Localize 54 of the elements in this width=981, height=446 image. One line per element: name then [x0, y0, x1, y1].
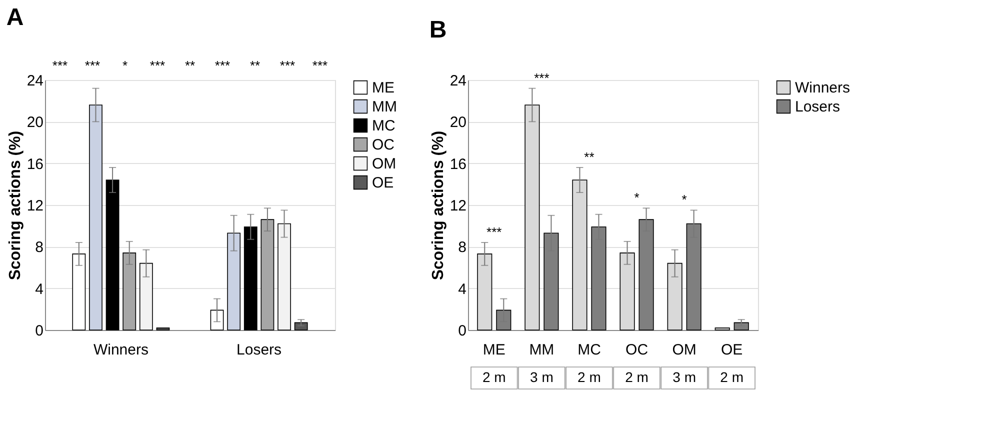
x-tick-label: Winners — [93, 342, 148, 358]
legend-label: MM — [372, 98, 397, 116]
y-tick-label: 12 — [450, 198, 466, 214]
y-axis-title: Scoring actions (%) — [6, 130, 24, 280]
y-tick-label: 24 — [26, 72, 44, 90]
y-tick-label: 24 — [450, 72, 466, 90]
legend-label: Losers — [795, 98, 840, 116]
y-tick-label: 20 — [450, 114, 466, 132]
legend-label: ME — [372, 80, 394, 96]
legend-label: Winners — [795, 80, 850, 96]
x-tick-label: OC — [626, 342, 648, 358]
text: * — [122, 58, 128, 73]
x-tick-label: MM — [529, 342, 554, 358]
text: *** — [214, 58, 230, 73]
y-tick-label: 0 — [35, 322, 44, 340]
text: 2 m — [578, 369, 601, 385]
y-tick-label: 12 — [26, 198, 44, 214]
legend-label: OM — [372, 156, 396, 172]
annotation: * — [682, 192, 687, 208]
y-tick-label: 0 — [458, 322, 466, 340]
text: 2 m — [482, 369, 506, 385]
x-tick-label: MC — [578, 342, 602, 358]
y-tick-label: 4 — [458, 280, 466, 298]
annotation: * — [634, 190, 640, 206]
y-tick-label: 20 — [26, 114, 44, 132]
legend-label: OC — [372, 136, 395, 154]
y-tick-label: 16 — [26, 156, 44, 173]
y-axis-title: Scoring actions (%) — [430, 130, 447, 280]
x-tick-label: OM — [672, 342, 696, 358]
y-tick-label: 8 — [35, 239, 44, 256]
text: 3 m — [530, 369, 554, 385]
text: *** — [52, 58, 68, 73]
chart-title: B — [429, 16, 447, 44]
chart-title: A — [6, 4, 24, 31]
text: ** — [184, 58, 196, 73]
annotation: *** — [486, 224, 502, 240]
y-tick-label: 4 — [35, 280, 44, 298]
y-tick-label: 8 — [458, 239, 466, 256]
text: *** — [312, 58, 328, 73]
text: *** — [150, 58, 166, 73]
text: ** — [250, 58, 260, 73]
x-tick-label: OE — [721, 342, 743, 358]
text: 3 m — [672, 369, 696, 385]
legend-label: OE — [372, 174, 394, 192]
text: 2 m — [720, 369, 744, 385]
text: 2 m — [625, 369, 648, 385]
text: *** — [280, 58, 296, 73]
x-tick-label: ME — [482, 342, 506, 358]
y-tick-label: 16 — [450, 156, 466, 173]
x-tick-label: Losers — [236, 342, 282, 358]
text: *** — [84, 58, 100, 73]
legend-label: MC — [372, 118, 396, 134]
annotation: ** — [584, 150, 594, 164]
annotation: *** — [534, 70, 550, 86]
